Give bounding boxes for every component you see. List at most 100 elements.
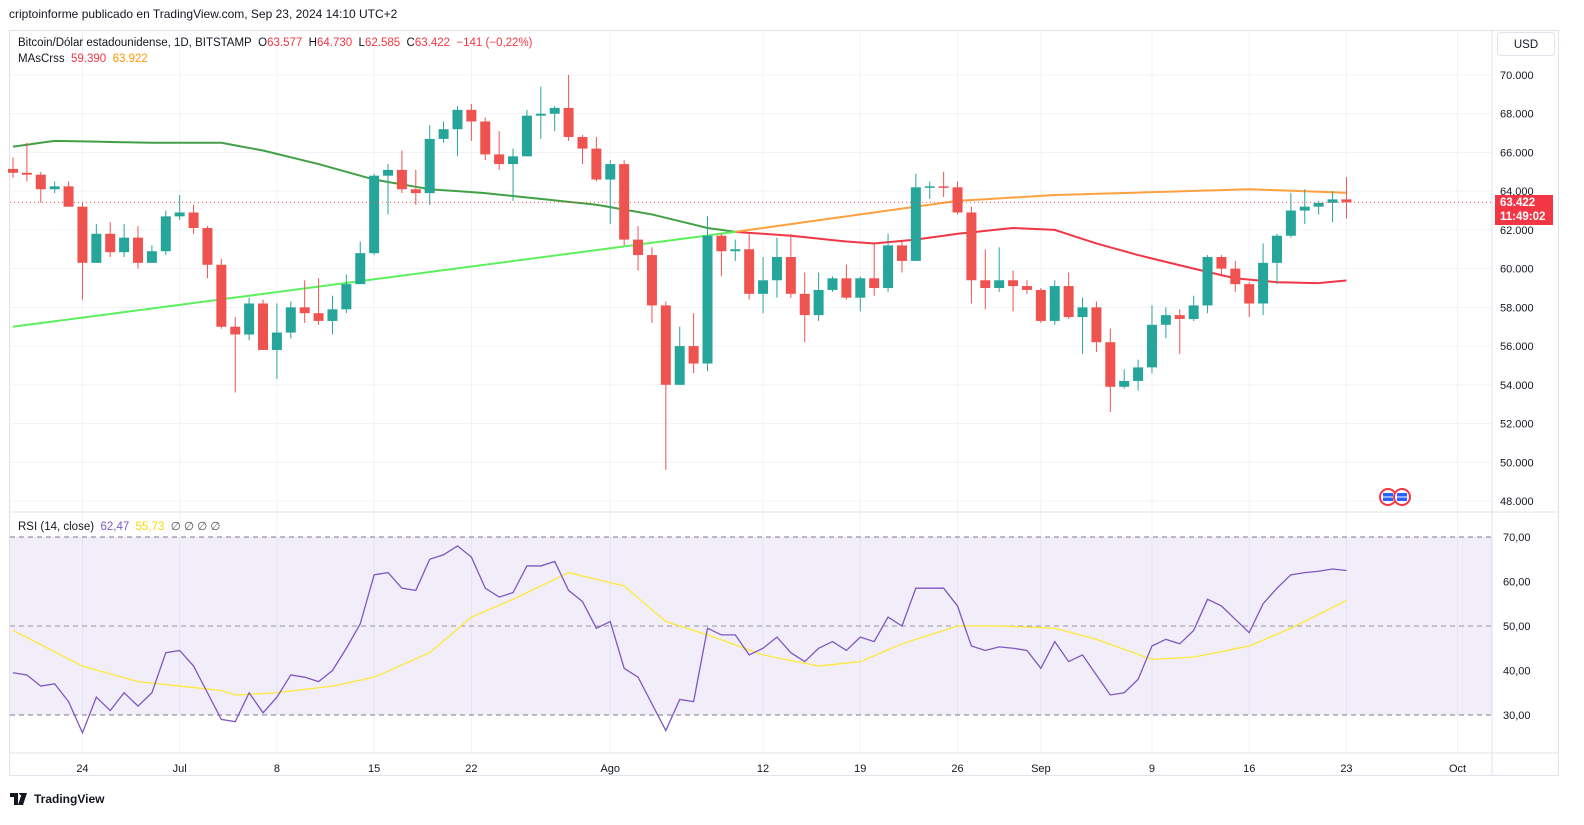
candle-body [1077, 307, 1088, 318]
candle [1188, 295, 1199, 321]
x-axis-tick-label: 24 [76, 763, 88, 775]
ma-indicator-name[interactable]: MAsCrss [18, 53, 65, 65]
high-label: H [308, 37, 317, 49]
open-value: 63.577 [267, 37, 303, 49]
candle-body [674, 346, 685, 385]
currency-button[interactable]: USD [1497, 32, 1555, 56]
candle-body [1035, 289, 1046, 321]
candle-body [716, 235, 727, 252]
x-axis-tick-label: 15 [368, 763, 380, 775]
candle [285, 301, 296, 339]
rsi-ma-line [12, 571, 1347, 696]
candle [424, 125, 435, 205]
candle-body [1146, 324, 1157, 368]
candle-body [980, 280, 991, 289]
candle-body [77, 206, 88, 263]
price-axis-tick-label: 56.000 [1500, 341, 1534, 353]
candle-body [1285, 210, 1296, 236]
candle-body [758, 280, 769, 294]
candle-body [633, 239, 644, 256]
economic-event-flag-icon [1379, 488, 1397, 506]
rsi-indicator-name[interactable]: RSI (14, close) [18, 521, 95, 533]
candle-body [1271, 235, 1282, 263]
candle-body [896, 245, 907, 261]
x-axis-tick-label: 23 [1340, 763, 1352, 775]
x-axis-tick-label: 16 [1243, 763, 1255, 775]
candle [674, 326, 685, 385]
candle-body [91, 233, 102, 263]
candle [591, 136, 602, 182]
candle-body [396, 169, 407, 190]
candle [1021, 280, 1032, 294]
candle [341, 274, 352, 314]
publisher-caption: criptoinforme publicado en TradingView.c… [9, 7, 398, 21]
candle [619, 160, 630, 246]
candle [605, 160, 616, 225]
candle [230, 317, 241, 393]
candle [1133, 359, 1144, 391]
candle-body [1133, 367, 1144, 381]
close-label: C [406, 37, 415, 49]
x-axis-tick-label: 22 [465, 763, 477, 775]
symbol-title[interactable]: Bitcoin/Dólar estadounidense, 1D, BITSTA… [18, 37, 252, 49]
price-axis-tick-label: 68.000 [1500, 109, 1534, 121]
candle-body [1174, 315, 1185, 319]
candle-body [1188, 305, 1199, 319]
candle-body [355, 253, 366, 285]
candle [1258, 243, 1269, 316]
candle [702, 216, 713, 372]
candle [369, 173, 380, 256]
rsi-axis-tick-label: 50,00 [1503, 621, 1531, 633]
candle-body [188, 212, 199, 228]
price-axis-tick-label: 62.000 [1500, 225, 1534, 237]
candle-body [855, 278, 866, 298]
candle [716, 233, 727, 277]
price-axis-tick-label: 60.000 [1500, 264, 1534, 276]
open-label: O [258, 37, 268, 49]
candle [1299, 189, 1310, 225]
candle-body [299, 307, 310, 314]
candle-body [1202, 257, 1213, 306]
candle-body [466, 109, 477, 122]
candle-body [271, 332, 282, 350]
candle-body [369, 175, 380, 254]
candle-body [160, 216, 171, 252]
candle [1119, 369, 1130, 389]
candle-body [1049, 286, 1060, 321]
candle [785, 233, 796, 298]
price-axis-tick-label: 58.000 [1500, 302, 1534, 314]
close-value: 63.422 [414, 37, 451, 49]
candle [8, 157, 18, 178]
candle [216, 258, 227, 329]
candle-body [952, 187, 963, 213]
candle-body [1160, 315, 1171, 325]
candle-body [508, 156, 519, 165]
candle-body [799, 293, 810, 316]
candle-body [119, 237, 130, 253]
candle-body [869, 278, 880, 289]
candle-body [535, 113, 546, 116]
candle [1271, 233, 1282, 285]
candle [146, 245, 157, 263]
candle [744, 233, 755, 300]
candle-body [994, 280, 1005, 289]
candle [758, 257, 769, 314]
candle-body [549, 107, 560, 114]
candle-body [563, 107, 574, 137]
candle [1146, 305, 1157, 374]
candle [271, 303, 282, 380]
candle [91, 224, 102, 263]
candle-body [21, 172, 32, 175]
candle [1230, 260, 1241, 292]
candle [1313, 200, 1324, 215]
candle [77, 202, 88, 300]
candle-body [327, 309, 338, 321]
candle [535, 86, 546, 139]
candle [1035, 288, 1046, 323]
candle [383, 164, 394, 215]
candle-body [1091, 307, 1102, 343]
candle-body [827, 278, 838, 290]
tradingview-logo[interactable]: TradingView [10, 792, 104, 806]
candle [924, 181, 935, 199]
